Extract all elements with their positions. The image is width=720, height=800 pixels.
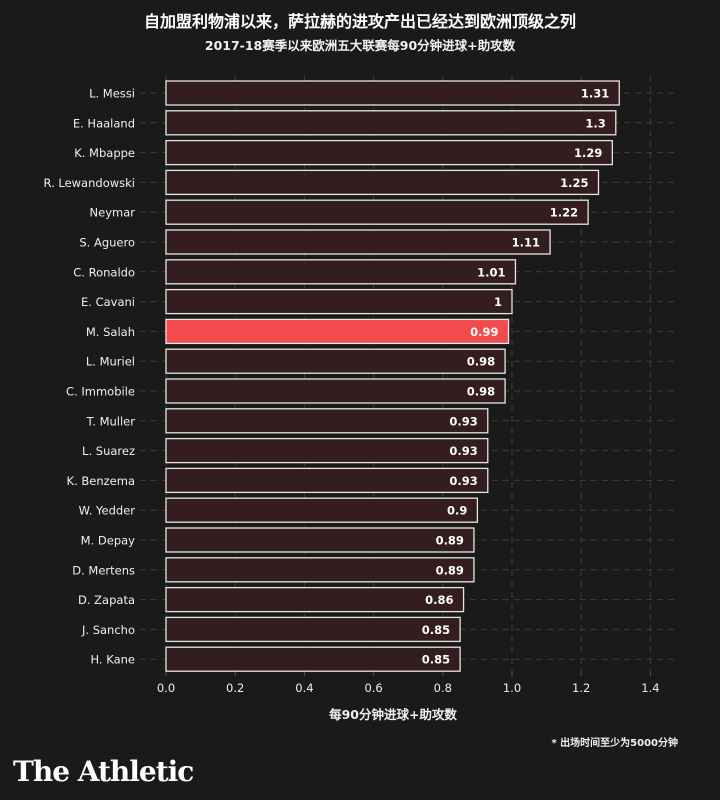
x-axis-ticks: 0.0 0.2 0.4 0.6 0.8 1.0 1.2 1.4 (157, 672, 660, 695)
bar (165, 616, 461, 643)
x-tick-label: 0.8 (434, 681, 452, 695)
value-label: 1.31 (581, 87, 609, 101)
bar (165, 139, 613, 166)
value-labels: 1.31 1.3 1.29 1.25 1.22 1.11 1.01 1 0.99 0.98 0.98… (422, 87, 610, 667)
bar (165, 378, 506, 404)
y-axis-label: W. Yedder (79, 504, 136, 518)
bar (165, 288, 513, 315)
footnote: * 出场时间至少为5000分钟 (551, 738, 678, 749)
bar (165, 437, 489, 464)
value-label: 1 (494, 295, 502, 309)
value-label: 1.25 (560, 176, 588, 190)
value-label: 0.93 (449, 444, 477, 458)
y-axis-label: L. Messi (89, 87, 135, 101)
value-label: 0.93 (449, 414, 477, 428)
x-tick-label: 0.6 (364, 681, 382, 695)
bar (165, 199, 589, 225)
y-axis-label: Neymar (90, 206, 136, 220)
bar (165, 348, 506, 374)
value-label: 0.85 (422, 653, 450, 667)
y-axis-label: C. Ronaldo (73, 265, 135, 279)
y-axis-label: D. Mertens (72, 563, 135, 577)
bar (165, 80, 620, 106)
x-axis-label: 每90分钟进球+助攻数 (329, 707, 457, 722)
value-label: 1.11 (512, 236, 540, 250)
x-tick-label: 0.0 (157, 681, 175, 695)
y-axis-label: S. Aguero (79, 236, 135, 250)
value-label: 1.22 (550, 206, 578, 220)
value-label: 0.86 (425, 593, 453, 607)
bar (165, 229, 551, 255)
value-label: 0.93 (449, 474, 477, 488)
y-axis-label: R. Lewandowski (43, 176, 135, 190)
value-label: 0.85 (422, 623, 450, 637)
bars (165, 80, 620, 672)
y-axis-label: M. Depay (81, 534, 136, 548)
bar (165, 259, 517, 285)
y-axis-label: T. Muller (86, 414, 136, 428)
bar (165, 557, 475, 583)
x-tick-label: 1.2 (572, 681, 590, 695)
y-axis-labels: L. Messi E. Haaland K. Mbappe R. Lewandowsk… (43, 87, 135, 667)
x-tick-label: 1.0 (503, 681, 521, 695)
y-axis-label: H. Kane (90, 653, 135, 667)
y-axis-label: J. Sancho (81, 623, 135, 637)
chart-subtitle: 2017-18赛季以来欧洲五大联赛每90分钟进球+助攻数 (204, 38, 516, 53)
y-axis-label: L. Muriel (86, 355, 135, 369)
y-axis-label: M. Salah (86, 325, 135, 339)
chart-title: 自加盟利物浦以来，萨拉赫的进攻产出已经达到欧洲顶级之列 (143, 12, 576, 31)
y-axis-label: K. Mbappe (74, 146, 135, 160)
value-label: 0.99 (470, 325, 498, 339)
y-axis-label: C. Immobile (66, 385, 135, 399)
x-tick-label: 1.4 (641, 681, 659, 695)
the-athletic-logo: The Athletic (13, 755, 194, 788)
value-label: 1.01 (477, 265, 505, 279)
value-label: 1.29 (574, 146, 602, 160)
x-tick-label: 0.4 (295, 681, 313, 695)
y-axis-label: K. Benzema (67, 474, 135, 488)
bar (165, 497, 479, 523)
value-label: 1.3 (585, 116, 605, 130)
bar (165, 169, 600, 196)
x-tick-label: 0.2 (226, 681, 244, 695)
y-axis-label: D. Zapata (78, 593, 135, 607)
y-axis-label: E. Haaland (73, 116, 135, 130)
bar (165, 467, 489, 494)
bar (165, 527, 475, 553)
y-axis-label: L. Suarez (82, 444, 135, 458)
bar (165, 110, 617, 136)
value-label: 0.98 (467, 385, 495, 399)
y-axis-label: E. Cavani (81, 295, 135, 309)
bar-highlight (165, 318, 510, 345)
value-label: 0.9 (447, 504, 467, 518)
bar (165, 408, 489, 434)
bar (165, 646, 461, 672)
value-label: 0.98 (467, 355, 495, 369)
bar (165, 586, 465, 613)
value-label: 0.89 (436, 534, 464, 548)
value-label: 0.89 (436, 563, 464, 577)
